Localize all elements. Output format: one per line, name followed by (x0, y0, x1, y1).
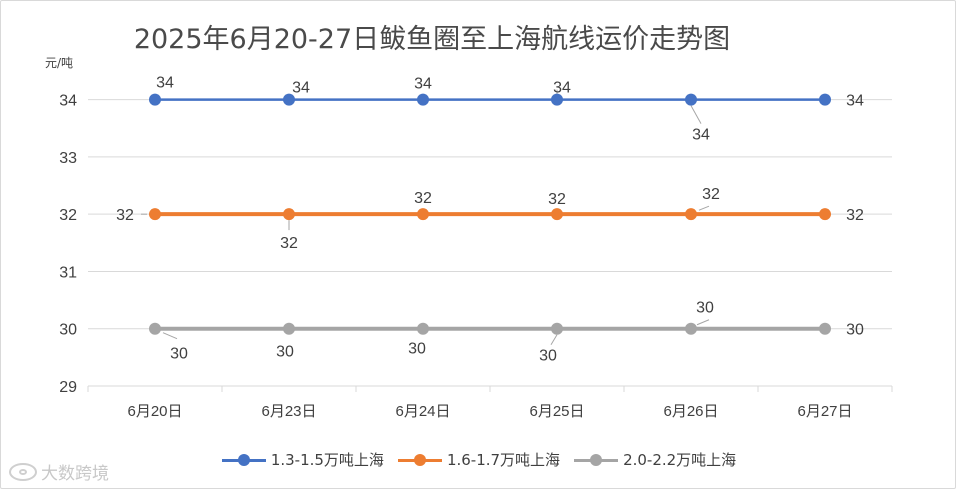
data-point (819, 322, 831, 335)
data-label: 32 (414, 190, 432, 207)
data-label: 32 (280, 235, 298, 252)
y-tick-label: 30 (59, 322, 77, 339)
data-label: 30 (170, 346, 188, 363)
data-label-leader (162, 332, 178, 340)
data-point (551, 208, 563, 221)
data-label: 30 (276, 344, 294, 361)
chart-title: 2025年6月20-27日鲅鱼圈至上海航线运价走势图 (133, 24, 731, 55)
data-point (149, 93, 161, 106)
legend-swatch-series-3 (574, 453, 619, 467)
data-label: 32 (846, 207, 864, 224)
data-point (819, 93, 831, 106)
legend-label-series-3: 2.0-2.2万吨上海 (623, 451, 737, 469)
x-tick-label: 6月23日 (261, 403, 316, 420)
data-label: 30 (539, 348, 557, 365)
data-label: 32 (116, 207, 134, 224)
data-label: 30 (696, 300, 714, 317)
data-point (149, 322, 161, 335)
x-tick-label: 6月25日 (529, 403, 584, 420)
data-label-leader (696, 319, 710, 326)
data-label: 34 (692, 127, 710, 144)
data-label: 32 (548, 191, 566, 208)
data-label: 30 (846, 322, 864, 339)
y-axis-unit: 元/吨 (45, 56, 74, 70)
data-label: 34 (846, 93, 864, 110)
data-point (149, 208, 161, 221)
data-label: 34 (553, 80, 571, 97)
data-point (551, 322, 563, 335)
data-label: 30 (408, 341, 426, 358)
data-point (685, 208, 697, 221)
y-tick-label: 31 (59, 264, 77, 281)
eye-logo-icon (9, 462, 37, 481)
x-tick-label: 6月26日 (663, 403, 718, 420)
data-point (417, 93, 429, 106)
x-tick-label: 6月27日 (797, 403, 852, 420)
legend-swatch-series-1 (221, 453, 266, 467)
y-tick-label: 34 (59, 93, 77, 110)
legend-swatch-series-2 (397, 453, 442, 467)
data-label-leader (698, 205, 710, 211)
legend-item-series-1[interactable]: 1.3-1.5万吨上海 (221, 449, 384, 470)
data-point (283, 93, 295, 106)
data-point (283, 208, 295, 221)
x-tick-label: 6月24日 (395, 403, 450, 420)
x-tick-label: 6月20日 (127, 403, 182, 420)
legend-label-series-1: 1.3-1.5万吨上海 (270, 451, 384, 469)
y-tick-label: 33 (59, 150, 77, 167)
data-label: 34 (156, 75, 174, 92)
data-point (417, 208, 429, 221)
data-label: 34 (414, 76, 432, 93)
y-tick-label: 32 (59, 207, 77, 224)
data-label: 32 (702, 186, 720, 203)
watermark: 大数跨境 (9, 459, 109, 484)
data-label-leader (690, 105, 702, 124)
data-point (417, 322, 429, 335)
legend-label-series-2: 1.6-1.7万吨上海 (446, 451, 561, 469)
legend: 1.3-1.5万吨上海 1.6-1.7万吨上海 2.0-2.2万吨上海 (1, 449, 956, 470)
watermark-text: 大数跨境 (41, 464, 109, 484)
data-label-leader (550, 334, 558, 345)
legend-item-series-3[interactable]: 2.0-2.2万吨上海 (574, 449, 736, 470)
legend-item-series-2[interactable]: 1.6-1.7万吨上海 (397, 449, 561, 470)
data-point (819, 208, 831, 221)
data-point (283, 322, 295, 335)
data-label: 34 (292, 80, 310, 97)
data-point (685, 322, 697, 335)
y-tick-label: 29 (59, 379, 77, 396)
data-point (551, 93, 563, 106)
data-point (685, 93, 697, 106)
